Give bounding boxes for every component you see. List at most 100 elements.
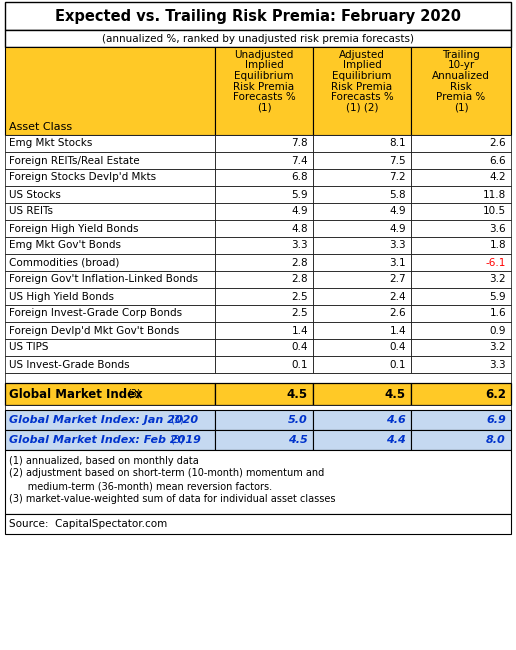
Text: 4.8: 4.8 — [292, 224, 308, 233]
Text: 0.4: 0.4 — [390, 343, 406, 352]
Text: -6.1: -6.1 — [486, 257, 506, 268]
Bar — [215, 305, 313, 322]
Bar — [411, 356, 511, 373]
Text: 4.9: 4.9 — [390, 207, 406, 216]
Text: 6.9: 6.9 — [486, 415, 506, 425]
Text: 1.4: 1.4 — [390, 326, 406, 335]
Text: 3.3: 3.3 — [489, 359, 506, 369]
Text: 3.6: 3.6 — [489, 224, 506, 233]
Bar — [313, 135, 411, 152]
Text: 1.6: 1.6 — [489, 309, 506, 318]
Text: Global Market Index: Jan 2020: Global Market Index: Jan 2020 — [9, 415, 198, 425]
Bar — [215, 356, 313, 373]
Text: Foreign High Yield Bonds: Foreign High Yield Bonds — [9, 224, 138, 233]
Bar — [411, 254, 511, 271]
Bar — [5, 2, 511, 30]
Bar — [5, 254, 215, 271]
Bar — [215, 322, 313, 339]
Bar — [5, 186, 215, 203]
Text: US Stocks: US Stocks — [9, 190, 61, 200]
Text: Source:  CapitalSpectator.com: Source: CapitalSpectator.com — [9, 519, 167, 529]
Bar — [5, 152, 215, 169]
Bar — [411, 152, 511, 169]
Bar — [313, 339, 411, 356]
Bar — [5, 237, 215, 254]
Text: 4.4: 4.4 — [386, 435, 406, 445]
Text: 3.2: 3.2 — [489, 274, 506, 285]
Text: (3) market-value-weighted sum of data for individual asset classes: (3) market-value-weighted sum of data fo… — [9, 495, 335, 504]
Text: 2.7: 2.7 — [390, 274, 406, 285]
Bar — [5, 514, 511, 534]
Text: 6.6: 6.6 — [489, 155, 506, 166]
Bar — [411, 135, 511, 152]
Bar — [313, 271, 411, 288]
Bar — [215, 220, 313, 237]
Bar — [5, 305, 215, 322]
Text: Commodities (broad): Commodities (broad) — [9, 257, 119, 268]
Text: 2.8: 2.8 — [292, 274, 308, 285]
Bar — [313, 322, 411, 339]
Bar — [215, 271, 313, 288]
Bar — [411, 383, 511, 405]
Bar — [313, 305, 411, 322]
Bar — [215, 47, 313, 135]
Text: medium-term (36-month) mean reversion factors.: medium-term (36-month) mean reversion fa… — [9, 482, 272, 491]
Bar — [411, 271, 511, 288]
Text: Emg Mkt Stocks: Emg Mkt Stocks — [9, 138, 92, 148]
Text: 4.9: 4.9 — [292, 207, 308, 216]
Text: 2.6: 2.6 — [390, 309, 406, 318]
Text: US High Yield Bonds: US High Yield Bonds — [9, 291, 114, 302]
Bar — [411, 220, 511, 237]
Text: 4.5: 4.5 — [288, 435, 308, 445]
Bar — [411, 410, 511, 430]
Text: 11.8: 11.8 — [483, 190, 506, 200]
Bar — [5, 450, 511, 514]
Text: Trailing: Trailing — [442, 50, 480, 60]
Text: Expected vs. Trailing Risk Premia: February 2020: Expected vs. Trailing Risk Premia: Febru… — [55, 8, 461, 23]
Bar — [215, 169, 313, 186]
Text: (3): (3) — [170, 415, 184, 425]
Bar — [411, 203, 511, 220]
Text: 0.4: 0.4 — [292, 343, 308, 352]
Bar — [313, 356, 411, 373]
Text: Foreign Gov't Inflation-Linked Bonds: Foreign Gov't Inflation-Linked Bonds — [9, 274, 198, 285]
Bar — [411, 305, 511, 322]
Bar — [215, 430, 313, 450]
Bar — [411, 47, 511, 135]
Bar — [411, 237, 511, 254]
Text: 5.9: 5.9 — [292, 190, 308, 200]
Bar — [411, 322, 511, 339]
Bar — [313, 288, 411, 305]
Text: 0.1: 0.1 — [292, 359, 308, 369]
Text: US Invest-Grade Bonds: US Invest-Grade Bonds — [9, 359, 130, 369]
Bar — [5, 47, 215, 135]
Text: 4.5: 4.5 — [287, 387, 308, 400]
Text: 2.4: 2.4 — [390, 291, 406, 302]
Bar — [313, 430, 411, 450]
Text: (3): (3) — [127, 389, 141, 399]
Text: (3): (3) — [170, 435, 184, 445]
Text: 3.1: 3.1 — [390, 257, 406, 268]
Text: 5.8: 5.8 — [390, 190, 406, 200]
Bar — [411, 288, 511, 305]
Bar — [215, 254, 313, 271]
Bar — [215, 410, 313, 430]
Text: 2.5: 2.5 — [292, 309, 308, 318]
Text: Equilibrium: Equilibrium — [332, 71, 392, 81]
Text: Foreign REITs/Real Estate: Foreign REITs/Real Estate — [9, 155, 140, 166]
Text: 5.0: 5.0 — [288, 415, 308, 425]
Bar — [215, 203, 313, 220]
Bar — [5, 373, 511, 383]
Bar — [215, 237, 313, 254]
Bar — [313, 169, 411, 186]
Bar — [5, 339, 215, 356]
Text: 6.2: 6.2 — [485, 387, 506, 400]
Bar — [5, 135, 215, 152]
Bar — [5, 430, 215, 450]
Text: 3.2: 3.2 — [489, 343, 506, 352]
Bar — [5, 220, 215, 237]
Text: 1.8: 1.8 — [489, 240, 506, 250]
Text: Risk: Risk — [450, 81, 472, 92]
Text: Implied: Implied — [343, 60, 381, 70]
Bar — [5, 203, 215, 220]
